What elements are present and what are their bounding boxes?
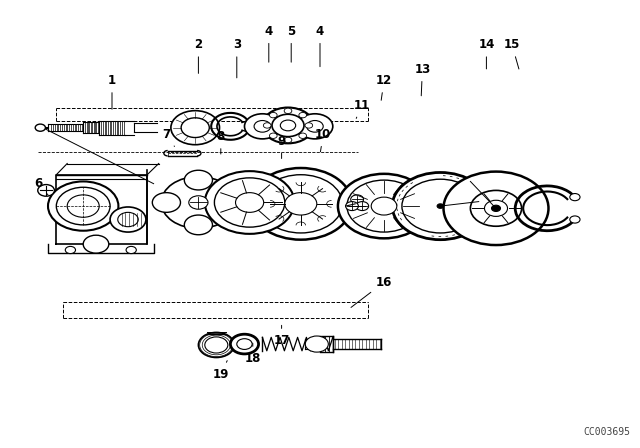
Text: 4: 4	[316, 25, 324, 67]
Circle shape	[181, 118, 209, 138]
Circle shape	[356, 202, 369, 211]
Text: 1: 1	[108, 74, 116, 109]
Text: 9: 9	[278, 134, 285, 159]
Circle shape	[470, 190, 522, 226]
Text: 14: 14	[478, 38, 495, 69]
Text: 8: 8	[217, 130, 225, 154]
Circle shape	[269, 133, 277, 138]
Circle shape	[205, 337, 228, 353]
Circle shape	[285, 193, 317, 215]
Text: 7: 7	[163, 128, 175, 146]
Circle shape	[338, 174, 430, 238]
Text: 17: 17	[273, 325, 290, 347]
Circle shape	[161, 177, 236, 228]
Circle shape	[184, 215, 212, 235]
Circle shape	[205, 171, 294, 234]
Text: 2: 2	[195, 38, 202, 73]
Circle shape	[38, 185, 54, 196]
Circle shape	[152, 193, 180, 212]
Circle shape	[254, 121, 271, 132]
Circle shape	[262, 108, 314, 143]
Circle shape	[269, 112, 277, 118]
Text: 12: 12	[376, 74, 392, 100]
Circle shape	[570, 216, 580, 223]
Circle shape	[272, 114, 304, 137]
Circle shape	[35, 124, 45, 131]
Text: 13: 13	[414, 63, 431, 96]
Circle shape	[171, 111, 220, 145]
Circle shape	[184, 170, 212, 190]
Text: 15: 15	[504, 38, 520, 69]
Text: 18: 18	[244, 343, 261, 365]
Circle shape	[126, 246, 136, 254]
Circle shape	[67, 195, 99, 217]
Circle shape	[214, 178, 285, 227]
Circle shape	[492, 205, 500, 211]
Text: CC003695: CC003695	[584, 427, 630, 437]
Text: 11: 11	[353, 99, 370, 118]
Circle shape	[444, 172, 548, 245]
Circle shape	[402, 179, 479, 233]
Text: 19: 19	[212, 361, 229, 381]
Circle shape	[236, 193, 264, 212]
Circle shape	[118, 212, 138, 227]
Circle shape	[484, 200, 508, 216]
Text: 3: 3	[233, 38, 241, 78]
Circle shape	[56, 187, 110, 225]
Text: 10: 10	[315, 128, 332, 152]
Circle shape	[280, 120, 296, 131]
Circle shape	[297, 114, 333, 139]
Circle shape	[305, 336, 328, 352]
Circle shape	[189, 196, 208, 209]
Circle shape	[347, 180, 421, 232]
Circle shape	[351, 195, 364, 204]
Circle shape	[264, 123, 271, 128]
Text: 16: 16	[351, 276, 392, 307]
Text: 6: 6	[35, 177, 48, 195]
Circle shape	[392, 172, 488, 240]
Circle shape	[237, 339, 252, 349]
Circle shape	[216, 193, 244, 212]
Circle shape	[48, 181, 118, 231]
Circle shape	[83, 235, 109, 253]
Circle shape	[299, 133, 307, 138]
Circle shape	[371, 197, 397, 215]
Circle shape	[437, 204, 444, 208]
Circle shape	[305, 123, 312, 128]
Circle shape	[65, 246, 76, 254]
Circle shape	[198, 332, 234, 358]
Text: 5: 5	[287, 25, 295, 62]
Circle shape	[244, 114, 280, 139]
Circle shape	[284, 108, 292, 114]
Circle shape	[110, 207, 146, 232]
Circle shape	[346, 202, 358, 211]
Circle shape	[230, 334, 259, 354]
Text: 4: 4	[265, 25, 273, 62]
Circle shape	[284, 137, 292, 142]
Circle shape	[250, 168, 352, 240]
Circle shape	[307, 121, 323, 132]
Circle shape	[259, 175, 342, 233]
Circle shape	[299, 112, 307, 118]
Circle shape	[570, 194, 580, 201]
